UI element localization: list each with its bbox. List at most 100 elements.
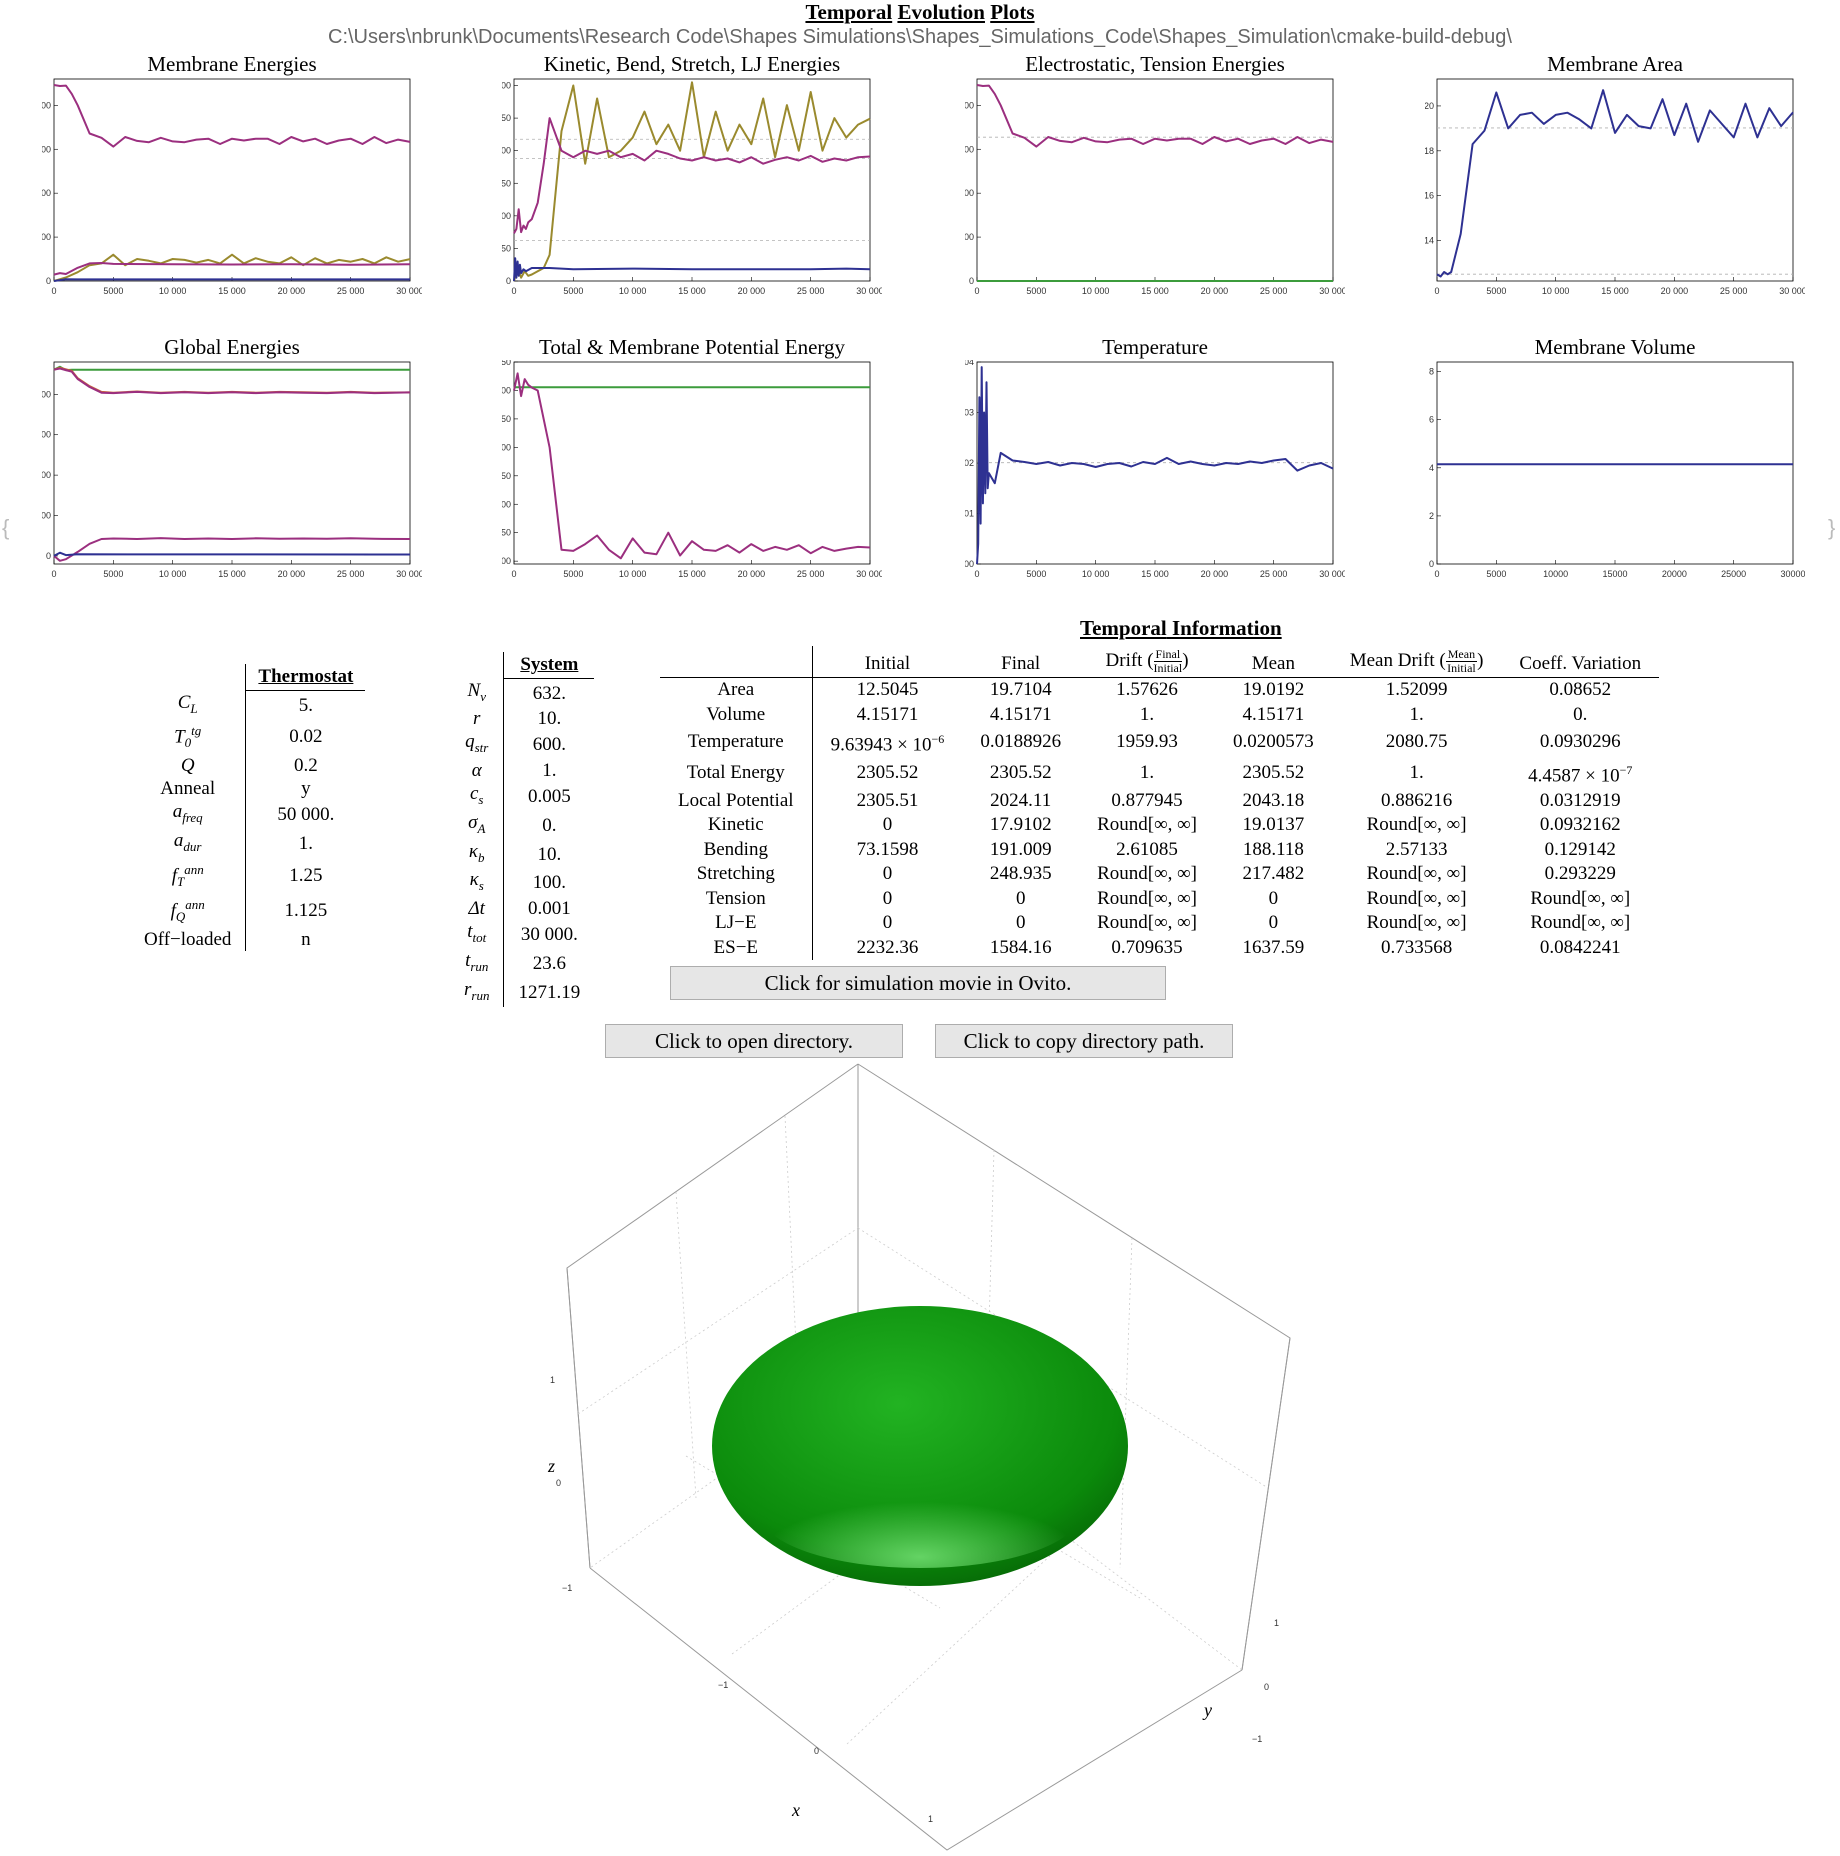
system-param-symbol: σ (468, 811, 478, 833)
temperature-x-tick-label: 15 000 (1141, 569, 1169, 579)
info-value: 191.009 (989, 838, 1052, 860)
info-cell-initial: 73.1598 (812, 838, 962, 863)
system-param-name: κs (450, 868, 505, 898)
membrane-energies-chart[interactable]: 0 5000 10 000 15 000 20 000 25 000 30 000 0 500 1… (42, 77, 422, 317)
info-cell-drift: 0.709635 (1079, 936, 1215, 961)
thermostat-row: afreq 50 000. (130, 800, 365, 830)
membrane-volume-x-tick-label: 30000 (1780, 569, 1805, 579)
info-row-name: Total Energy (660, 757, 813, 789)
membrane-energies-x-tick-label: 10 000 (159, 286, 187, 296)
system-param-name: κb (450, 839, 505, 869)
thermostat-param-name: adur (130, 829, 247, 859)
info-value: 0 (1268, 912, 1279, 934)
thermostat-table: Thermostat CL 5. T0tg 0.02 Q 0.2 Anneal y afreq 5… (130, 664, 366, 952)
info-value: 1. (1409, 703, 1424, 725)
thermostat-param-name: fTann (130, 858, 247, 894)
global-energies-chart[interactable]: 0 5000 10 000 15 000 20 000 25 000 30 000 0 500 1… (42, 360, 422, 600)
info-value: 4.15171 (989, 703, 1052, 725)
system-param-value: 30 000. (520, 924, 578, 946)
info-value: 9.63943 × 10 (830, 734, 932, 756)
kinetic-bend-stretch-x-tick-label: 5000 (563, 286, 583, 296)
global-energies-x-tick-label: 30 000 (396, 569, 422, 579)
thermostat-param-value: 1. (298, 833, 314, 855)
info-value: 2305.52 (856, 761, 919, 783)
info-value: 1.57626 (1116, 679, 1178, 700)
info-cell-cv: 0.08652 (1501, 678, 1659, 703)
thermostat-param-subscript: freq (182, 810, 203, 826)
col-coeff-variation: Coeff. Variation (1501, 646, 1660, 678)
info-cell-mean: 2305.52 (1215, 758, 1332, 789)
info-value: 0.877945 (1111, 789, 1183, 811)
info-value: 0.0842241 (1539, 936, 1621, 958)
info-cell-mean-drift: 1. (1332, 703, 1502, 728)
info-cell-initial: 0 (812, 911, 962, 936)
info-value: 12.5045 (856, 679, 919, 700)
temperature-chart[interactable]: 0 5000 10 000 15 000 20 000 25 000 30 000 0.00 0… (965, 360, 1345, 600)
membrane-energies-x-tick-label: 20 000 (278, 286, 306, 296)
membrane-energies-y-tick-label: 1000 (42, 188, 51, 198)
total-membrane-potential-chart[interactable]: 0 5000 10 000 15 000 20 000 25 000 30 000 2000 2… (502, 360, 882, 600)
info-value: 0.293229 (1544, 863, 1616, 885)
simulation-movie-button[interactable]: Click for simulation movie in Ovito. (670, 966, 1166, 1000)
thermostat-param-subscript: L (190, 700, 198, 716)
membrane-area-x-tick-label: 5000 (1486, 286, 1506, 296)
info-cell-final: 191.009 (962, 838, 1079, 863)
open-directory-button[interactable]: Click to open directory. (605, 1024, 903, 1058)
thermostat-row: Off−loaded n (130, 928, 365, 952)
info-value: Round[∞, ∞] (1366, 814, 1467, 836)
thermostat-param-name: afreq (130, 800, 247, 830)
global-energies-y-tick-label: 0 (46, 551, 51, 561)
electrostatic-tension-y-tick-label: 500 (965, 232, 974, 242)
info-cell-final: 19.7104 (962, 678, 1079, 703)
system-param-value: 0.001 (527, 898, 571, 920)
system-param-subscript: b (478, 849, 485, 865)
membrane-volume-y-tick-label: 2 (1429, 511, 1434, 521)
info-row: Total Energy 2305.52 2305.52 1. 2305.52 1. 4.4… (660, 757, 1659, 789)
membrane-volume-x-tick-label: 15000 (1602, 569, 1627, 579)
membrane-energies-x-tick-label: 5000 (103, 286, 123, 296)
system-param-name: rrun (450, 977, 505, 1007)
global-energies-x-tick-label: 20 000 (278, 569, 306, 579)
thermostat-param-subscript: dur (183, 839, 202, 855)
thermostat-param-value: n (301, 929, 311, 951)
membrane-area-y-tick-label: 16 (1425, 191, 1434, 201)
global-energies-x-tick-label: 15 000 (218, 569, 246, 579)
system-param-name: α (450, 759, 505, 783)
total-membrane-potential-x-tick-label: 30 000 (856, 569, 882, 579)
info-row-name: LJ−E (660, 911, 813, 936)
info-cell-mean-drift: Round[∞, ∞] (1332, 887, 1502, 912)
copy-directory-path-button[interactable]: Click to copy directory path. (935, 1024, 1233, 1058)
system-param-subscript: s (478, 878, 484, 894)
info-cell-cv: 0. (1501, 703, 1659, 728)
temperature-x-tick-label: 25 000 (1260, 569, 1288, 579)
system-param-symbol: Δt (468, 898, 485, 920)
membrane-energies-series-line (53, 84, 411, 148)
info-value: 1959.93 (1116, 731, 1178, 753)
info-value: 19.0192 (1242, 679, 1305, 700)
info-row-name: Volume (660, 702, 813, 727)
kinetic-bend-stretch-chart[interactable]: 0 5000 10 000 15 000 20 000 25 000 30 000 0 50 10… (502, 77, 882, 317)
total-membrane-potential-x-tick-label: 15 000 (678, 569, 706, 579)
electrostatic-tension-frame (976, 78, 1334, 282)
directory-path: C:\Users\nbrunk\Documents\Research Code\… (328, 26, 1512, 48)
membrane-volume-chart[interactable]: 0 5000 10000 15000 20000 25000 30000 0 2 4 6 8 (1425, 360, 1805, 600)
info-row: Kinetic 0 17.9102 Round[∞, ∞] 19.0137 Round[∞… (660, 813, 1659, 838)
membrane-area-chart[interactable]: 0 5000 10 000 15 000 20 000 25 000 30 000 14 16 1… (1425, 77, 1805, 317)
info-cell-cv: 0.129142 (1501, 838, 1659, 863)
info-value: 2305.51 (856, 789, 919, 811)
info-row: Stretching 0 248.935 Round[∞, ∞] 217.482 Roun… (660, 862, 1659, 887)
info-value: 19.7104 (989, 679, 1052, 700)
membrane-3d-plot[interactable]: 1 0 −1 z −1 0 1 x −1 0 1 y (520, 1058, 1320, 1856)
info-value: 188.118 (1242, 838, 1304, 860)
kinetic-bend-stretch-x-tick-label: 0 (511, 286, 516, 296)
info-value: 2080.75 (1385, 731, 1448, 753)
system-param-symbol: r (464, 978, 472, 1000)
info-value: 0 (1268, 887, 1279, 909)
electrostatic-tension-chart[interactable]: 0 5000 10 000 15 000 20 000 25 000 30 000 0 500 1… (965, 77, 1345, 317)
thermostat-param-value: 0.2 (294, 755, 318, 777)
info-value: Round[∞, ∞] (1366, 887, 1467, 909)
electrostatic-tension-x-tick-label: 10 000 (1082, 286, 1110, 296)
info-value: 2.57133 (1385, 838, 1448, 860)
thermostat-param-superscript: tg (191, 723, 202, 739)
temperature-y-tick-label: 0.04 (965, 360, 974, 367)
